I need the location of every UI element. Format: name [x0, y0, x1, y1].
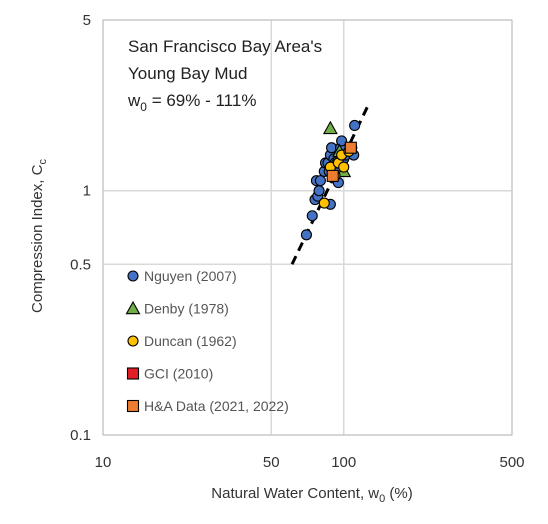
y-axis-title: Compression Index, Cc: [29, 159, 49, 313]
annotation-w-subscript: 0: [140, 100, 147, 114]
data-point: [314, 175, 326, 187]
y-tick-label: 0.5: [70, 256, 91, 273]
data-points: [300, 119, 361, 241]
legend-label: GCI (2010): [144, 366, 213, 382]
y-tick-label: 5: [83, 12, 91, 29]
x-tick-label: 10: [95, 454, 112, 471]
x-axis-title-main: Natural Water Content, w: [211, 485, 379, 502]
x-axis-title-subscript: 0: [379, 493, 385, 505]
legend-label: H&A Data (2021, 2022): [144, 398, 289, 414]
x-tick-label: 100: [331, 454, 356, 471]
y-axis-title-main: Compression Index, C: [29, 164, 46, 313]
legend-label: Denby (1978): [144, 301, 229, 317]
x-tick-label: 500: [499, 454, 524, 471]
data-point: [313, 185, 325, 197]
data-point: [306, 210, 318, 222]
legend-marker: [127, 335, 139, 347]
annotation-w: w: [127, 91, 141, 110]
annotation-line2: Young Bay Mud: [128, 64, 247, 83]
data-point: [318, 197, 330, 209]
data-point: [338, 161, 350, 173]
annotation-line3: w0 = 69% - 111%: [127, 91, 256, 114]
legend-label: Duncan (1962): [144, 333, 237, 349]
x-axis-title: Natural Water Content, w0 (%): [211, 485, 412, 505]
annotation-box: San Francisco Bay Area's Young Bay Mud w…: [127, 37, 322, 114]
legend-marker: [126, 367, 140, 380]
legend-marker: [126, 399, 140, 413]
data-point: [344, 141, 357, 154]
y-tick-label: 1: [83, 183, 91, 200]
data-point: [336, 135, 348, 147]
legend-marker: [125, 300, 141, 315]
legend-label: Nguyen (2007): [144, 268, 237, 284]
x-tick-label: 50: [263, 454, 280, 471]
plot-area-frame: [102, 19, 513, 436]
legend-marker: [127, 270, 139, 282]
annotation-line1: San Francisco Bay Area's: [128, 37, 322, 56]
tick-labels: 10 50 100 500 0.1 0.5 1 5: [70, 12, 524, 471]
legend: Nguyen (2007) Denby (1978) Duncan (1962) GC…: [125, 268, 289, 414]
y-axis-title-subscript: c: [37, 159, 49, 165]
y-tick-label: 0.1: [70, 427, 91, 444]
data-point: [326, 169, 339, 182]
data-point: [349, 119, 361, 132]
data-point: [322, 120, 338, 135]
annotation-range: = 69% - 111%: [147, 91, 256, 110]
data-point: [300, 229, 312, 241]
x-axis-title-unit: (%): [385, 485, 413, 502]
